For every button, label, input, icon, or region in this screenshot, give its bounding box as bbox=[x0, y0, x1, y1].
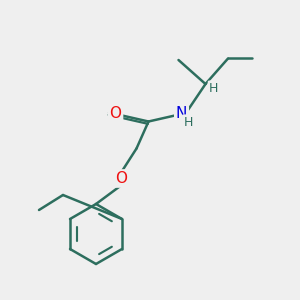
Text: O: O bbox=[110, 106, 122, 122]
Text: O: O bbox=[116, 171, 128, 186]
Text: H: H bbox=[183, 116, 193, 129]
Text: H: H bbox=[209, 82, 219, 95]
Text: N: N bbox=[176, 106, 187, 122]
